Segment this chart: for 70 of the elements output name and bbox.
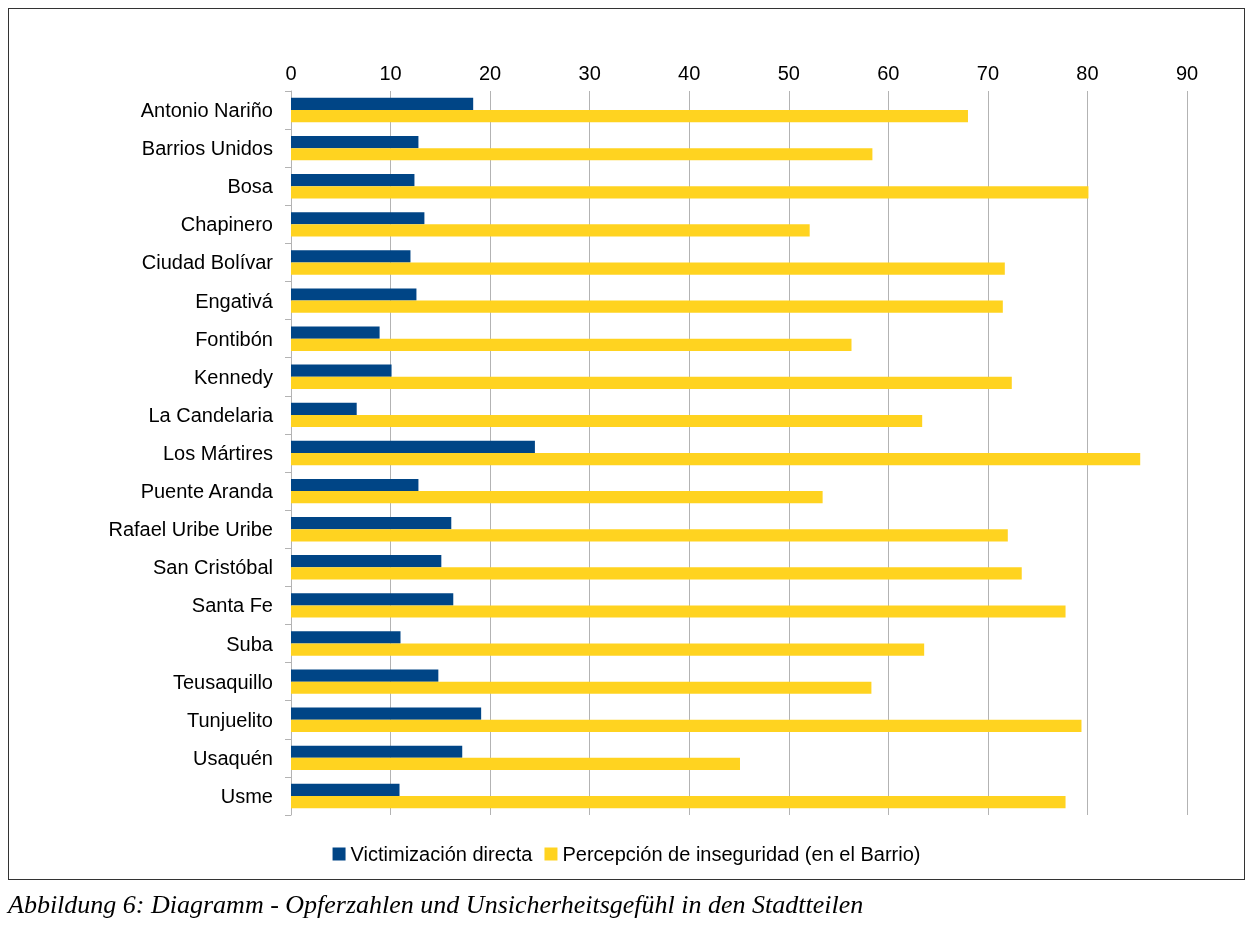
bar bbox=[291, 376, 1012, 389]
bar bbox=[291, 478, 419, 492]
y-tick-label: Teusaquillo bbox=[172, 670, 273, 693]
y-tick-label: Usaquén bbox=[192, 746, 273, 769]
y-tick-label: Tunjuelito bbox=[187, 708, 273, 731]
bar bbox=[291, 707, 482, 720]
bar bbox=[291, 288, 417, 301]
bar bbox=[291, 338, 852, 351]
y-tick-label: Ciudad Bolívar bbox=[141, 251, 274, 274]
y-tick-label: Kennedy bbox=[194, 365, 273, 388]
bar bbox=[291, 605, 1066, 618]
y-tick-label: Usme bbox=[220, 784, 273, 807]
bar bbox=[291, 555, 442, 568]
x-tick-label: 30 bbox=[578, 62, 601, 84]
y-tick-label: Santa Fe bbox=[191, 594, 273, 617]
bar bbox=[291, 148, 873, 161]
bar bbox=[291, 250, 411, 263]
bar bbox=[291, 681, 872, 694]
x-tick-label: 90 bbox=[1175, 62, 1199, 84]
x-tick-label: 20 bbox=[478, 62, 502, 84]
bar bbox=[291, 517, 452, 530]
bar bbox=[291, 491, 823, 504]
bar bbox=[291, 567, 1022, 580]
bar bbox=[291, 453, 1141, 466]
bar bbox=[291, 631, 401, 644]
bar bbox=[291, 745, 463, 758]
bar bbox=[291, 326, 380, 339]
bar bbox=[291, 669, 439, 682]
x-tick-label: 70 bbox=[976, 62, 1000, 84]
bar bbox=[291, 440, 535, 453]
y-tick-label: San Cristóbal bbox=[152, 556, 273, 579]
bar bbox=[291, 757, 740, 771]
x-tick-label: 50 bbox=[777, 62, 800, 84]
bar bbox=[291, 135, 419, 149]
bar bbox=[291, 414, 923, 428]
x-tick-label: 0 bbox=[285, 62, 297, 84]
bar bbox=[291, 300, 1003, 313]
bar bbox=[291, 719, 1082, 732]
x-tick-label: 10 bbox=[379, 62, 402, 84]
bar bbox=[291, 402, 357, 415]
y-tick-label: Antonio Nariño bbox=[140, 99, 273, 122]
bar bbox=[291, 364, 392, 377]
text: Abbildung 6: Diagramm - Opferzahlen und Unsicherheitsgefühl in den Stadtteilen bbox=[8, 890, 864, 920]
bar bbox=[291, 97, 474, 111]
bar bbox=[291, 174, 415, 187]
bar bbox=[291, 224, 810, 237]
y-tick-label: Bosa bbox=[227, 175, 274, 198]
x-tick-label: 60 bbox=[877, 62, 900, 84]
y-tick-label: Rafael Uribe Uribe bbox=[108, 518, 273, 541]
bar bbox=[291, 212, 425, 225]
bar bbox=[291, 643, 925, 656]
y-tick-label: Chapinero bbox=[180, 213, 273, 236]
bar bbox=[291, 529, 1008, 542]
legend-label: Percepción de inseguridad (en el Barrio) bbox=[562, 843, 921, 865]
legend-label: Victimización directa bbox=[350, 843, 534, 865]
y-tick-label: Engativá bbox=[195, 289, 274, 312]
y-tick-label: Los Mártires bbox=[162, 442, 273, 464]
bar bbox=[291, 593, 454, 606]
bar bbox=[291, 262, 1005, 275]
bar bbox=[291, 186, 1089, 199]
y-tick-label: Puente Aranda bbox=[140, 480, 274, 503]
y-tick-label: Fontibón bbox=[195, 327, 273, 350]
y-tick-label: Barrios Unidos bbox=[141, 137, 273, 160]
x-tick-label: 40 bbox=[678, 62, 701, 84]
y-tick-label: Suba bbox=[226, 632, 274, 655]
y-tick-label: La Candelaria bbox=[148, 403, 274, 426]
x-tick-label: 80 bbox=[1076, 62, 1099, 84]
bar bbox=[291, 795, 1066, 809]
bar bbox=[291, 110, 968, 123]
bar bbox=[291, 783, 400, 796]
